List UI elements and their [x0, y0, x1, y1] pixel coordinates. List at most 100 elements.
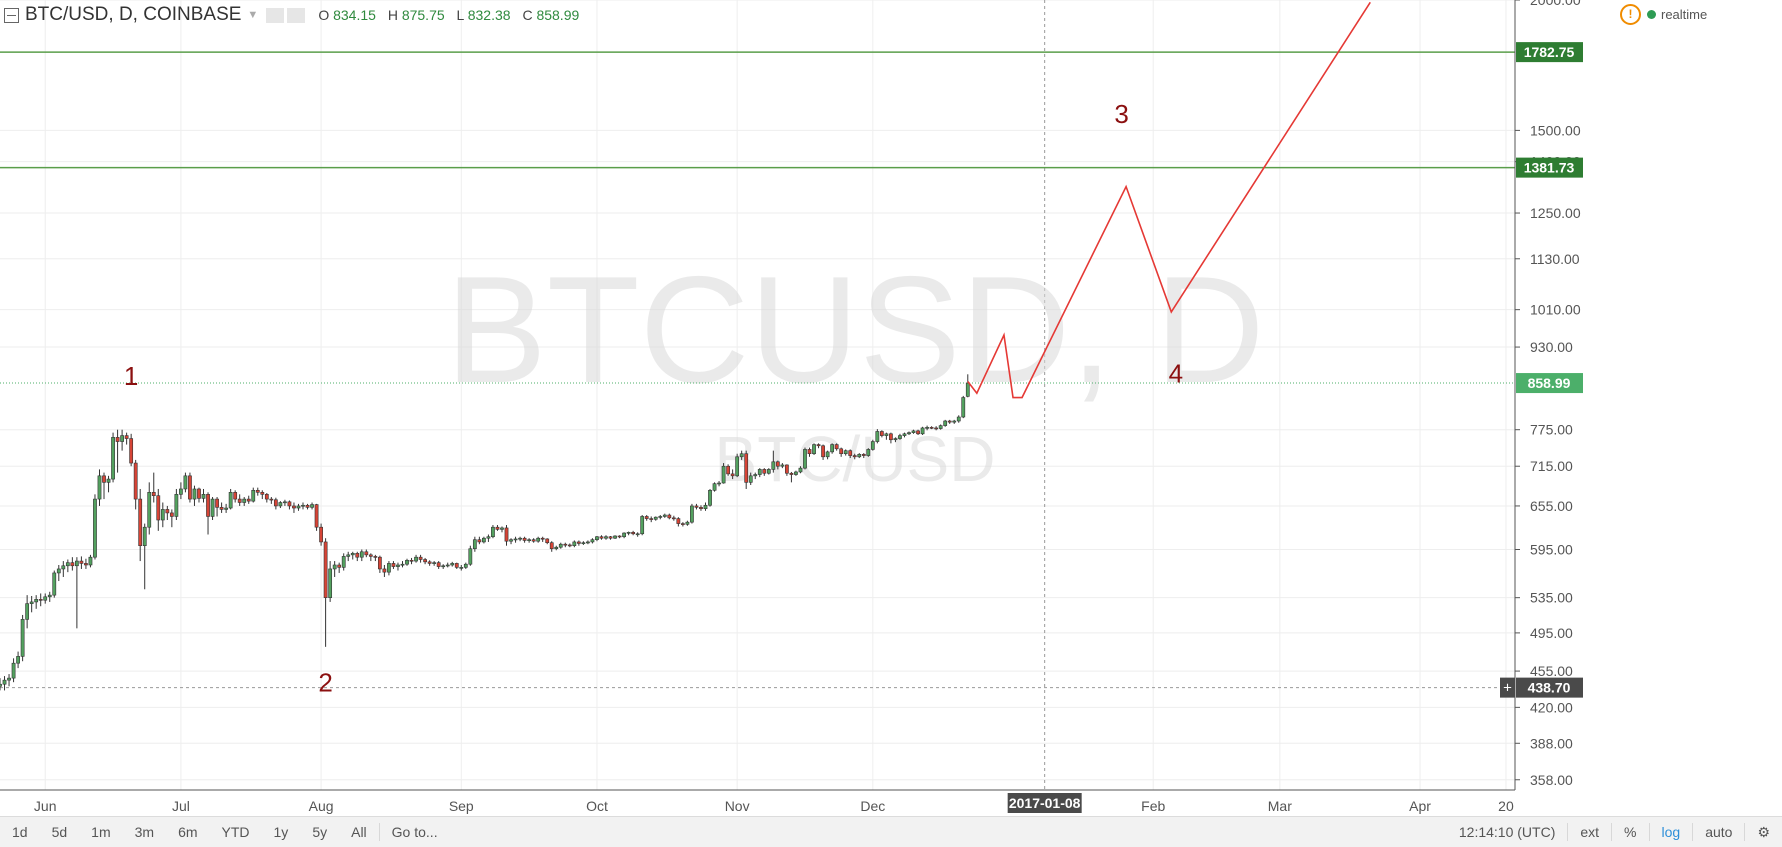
candle-body — [102, 475, 106, 483]
wave-label[interactable]: 4 — [1169, 359, 1183, 389]
open-value: 834.15 — [333, 7, 376, 23]
candle-body — [396, 564, 400, 567]
candle — [192, 485, 197, 506]
cursor-price-badge — [1516, 677, 1583, 698]
candle — [138, 488, 143, 562]
range-5d-button[interactable]: 5d — [51, 824, 68, 840]
candle — [947, 419, 952, 424]
candle — [142, 523, 147, 590]
candle — [893, 437, 898, 443]
candle — [884, 432, 889, 440]
candle-body — [346, 554, 351, 557]
candle-body — [775, 461, 780, 467]
candle-body — [20, 619, 25, 657]
wave-label[interactable]: 1 — [124, 361, 138, 391]
candle — [201, 488, 206, 503]
cursor-date-label: 2017-01-08 — [1009, 795, 1081, 811]
collapse-icon[interactable] — [4, 7, 19, 23]
candle — [911, 429, 916, 434]
candle-body — [74, 560, 79, 567]
range-1m-button[interactable]: 1m — [91, 824, 111, 840]
candle — [450, 561, 455, 567]
candle-body — [491, 526, 495, 538]
settings-icon[interactable] — [287, 7, 306, 23]
candle-body — [359, 551, 364, 558]
warning-icon[interactable]: ! — [1620, 4, 1641, 25]
candle-body — [861, 454, 866, 456]
candle-body — [667, 514, 672, 519]
wave-label[interactable]: 3 — [1114, 99, 1128, 129]
candle-body — [70, 562, 75, 567]
candle-body — [595, 536, 599, 540]
candle-body — [124, 435, 129, 439]
candle — [38, 593, 43, 607]
log-toggle[interactable]: log — [1661, 824, 1681, 840]
candle — [346, 551, 351, 562]
candle-body — [586, 541, 590, 544]
wave-label[interactable]: 2 — [318, 667, 332, 697]
candle — [676, 517, 681, 527]
candle-body — [509, 539, 513, 542]
goto-date-button[interactable]: Go to... — [391, 824, 438, 840]
candle-body — [604, 536, 608, 539]
crosshair-add-icon[interactable] — [1500, 677, 1515, 698]
candle — [373, 554, 378, 562]
candle-body — [65, 562, 70, 567]
candle — [735, 453, 740, 478]
range-1y-button[interactable]: 1y — [273, 824, 289, 840]
candle-body — [206, 494, 210, 517]
toolbar-divider — [1611, 823, 1613, 841]
candle-body — [459, 567, 464, 569]
candle-body — [803, 449, 807, 469]
candle-body — [495, 526, 500, 530]
candle — [34, 595, 39, 609]
candle-body — [536, 537, 541, 542]
y-tick-label: 775.00 — [1530, 422, 1573, 438]
candle — [111, 432, 115, 483]
range-ytd-button[interactable]: YTD — [221, 824, 250, 840]
candle-body — [717, 482, 721, 485]
high-label: H — [387, 7, 398, 23]
candle — [540, 536, 545, 542]
range-all-button[interactable]: All — [351, 824, 367, 840]
candle-body — [106, 478, 111, 483]
candle — [93, 494, 97, 560]
candle — [545, 538, 550, 545]
range-6m-button[interactable]: 6m — [178, 824, 198, 840]
candle — [301, 502, 305, 510]
ext-toggle[interactable]: ext — [1580, 824, 1600, 840]
candle — [509, 538, 513, 545]
candle — [459, 564, 464, 571]
chevron-down-icon[interactable]: ▼ — [247, 9, 259, 21]
range-1d-button[interactable]: 1d — [12, 824, 28, 840]
candle — [79, 556, 84, 569]
candle — [156, 488, 161, 531]
eye-icon[interactable] — [266, 7, 285, 23]
candle — [907, 431, 911, 435]
range-3m-button[interactable]: 3m — [134, 824, 155, 840]
candle — [210, 497, 215, 521]
candle — [129, 433, 134, 467]
candle-body — [816, 444, 821, 447]
gear-icon[interactable]: ⚙ — [1757, 824, 1770, 840]
y-tick-label: 930.00 — [1530, 339, 1573, 355]
price-badge-label: 1381.73 — [1524, 160, 1575, 176]
percent-toggle[interactable]: % — [1624, 824, 1637, 840]
elliott-wave-projection[interactable] — [967, 1, 1371, 399]
clock-time[interactable]: 12:14:10 (UTC) — [1458, 824, 1556, 840]
x-tick-label: Jul — [172, 798, 190, 814]
candle-body — [61, 565, 66, 570]
auto-toggle[interactable]: auto — [1705, 824, 1733, 840]
candle-body — [730, 473, 735, 477]
candle — [251, 487, 256, 503]
plus-icon: + — [1503, 680, 1512, 697]
candle-body — [870, 441, 875, 450]
range-5y-button[interactable]: 5y — [312, 824, 328, 840]
candle-body — [468, 548, 473, 565]
candle — [803, 447, 807, 470]
candle — [830, 443, 835, 454]
symbol-title[interactable]: BTC/USD, D, COINBASE — [25, 4, 242, 25]
candle-body — [246, 498, 251, 502]
candle — [590, 538, 595, 544]
